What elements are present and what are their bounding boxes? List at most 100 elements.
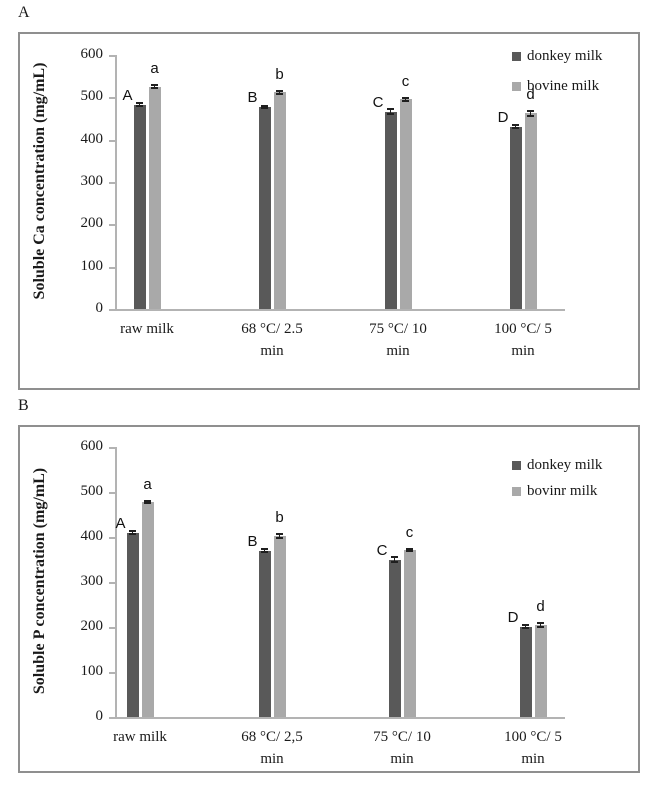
error-bar-cap bbox=[144, 499, 151, 502]
error-bar-cap bbox=[276, 89, 283, 92]
error-bar-cap bbox=[512, 124, 519, 127]
error-bar-cap bbox=[537, 626, 544, 628]
y-axis-title: Soluble P concentration (mg/mL) bbox=[31, 467, 48, 695]
y-tick-mark bbox=[109, 672, 115, 674]
y-tick-label: 0 bbox=[95, 300, 104, 316]
y-tick-label: 600 bbox=[80, 438, 104, 454]
y-tick-mark bbox=[109, 182, 115, 184]
error-bar-cap bbox=[261, 548, 268, 551]
error-bar-cap bbox=[527, 110, 534, 113]
bar-donkey-milk-2 bbox=[258, 550, 271, 717]
x-category-label: 75 °C/ 10 min bbox=[369, 321, 427, 359]
legend-swatch bbox=[512, 52, 521, 61]
letter-annotation: A bbox=[115, 514, 126, 532]
letter-annotation: b bbox=[275, 509, 284, 527]
error-bar-cap bbox=[387, 113, 394, 116]
y-axis-title: Soluble Ca concentration (mg/mL) bbox=[31, 62, 48, 300]
y-tick-mark bbox=[109, 97, 115, 100]
bar-bovine-milk-2 bbox=[273, 92, 286, 309]
error-bar bbox=[279, 534, 280, 538]
error-bar-cap bbox=[151, 84, 158, 87]
y-tick-mark bbox=[109, 627, 115, 629]
error-bar-cap bbox=[276, 533, 283, 536]
bar-bovinr-milk-4 bbox=[534, 625, 547, 717]
error-bar-cap bbox=[129, 529, 136, 532]
letter-annotation: B bbox=[247, 532, 258, 550]
bar-donkey-milk-1 bbox=[133, 104, 146, 309]
error-bar-cap bbox=[522, 624, 529, 627]
y-tick-mark bbox=[109, 55, 115, 57]
y-tick-mark bbox=[109, 492, 115, 494]
legend-swatch bbox=[512, 487, 521, 496]
error-bar-cap bbox=[261, 104, 268, 107]
error-bar-cap bbox=[527, 114, 534, 117]
letter-annotation: c bbox=[405, 523, 414, 541]
letter-annotation: D bbox=[497, 108, 509, 126]
error-bar bbox=[147, 500, 148, 504]
legend-label: bovinr milk bbox=[527, 483, 598, 499]
y-tick-mark bbox=[109, 266, 115, 269]
error-bar-cap bbox=[136, 104, 143, 107]
letter-annotation: C bbox=[376, 541, 388, 559]
letter-annotation: D bbox=[507, 608, 519, 626]
bar-donkey-milk-3 bbox=[388, 559, 401, 717]
legend-item: bovinr milk bbox=[512, 483, 597, 500]
error-bar-cap bbox=[406, 547, 413, 550]
error-bar-cap bbox=[512, 126, 519, 129]
error-bar bbox=[540, 623, 541, 627]
error-bar-cap bbox=[402, 99, 409, 102]
error-bar-cap bbox=[261, 550, 268, 553]
x-category-label: 100 °C/ 5 min bbox=[494, 321, 552, 359]
bar-bovinr-milk-3 bbox=[403, 550, 416, 717]
error-bar bbox=[390, 109, 391, 115]
bar-donkey-milk-4 bbox=[519, 626, 532, 717]
x-category-label: raw milk bbox=[120, 321, 174, 337]
y-tick-mark bbox=[109, 309, 115, 311]
letter-annotation: d bbox=[536, 598, 545, 616]
y-tick-label: 200 bbox=[80, 618, 104, 634]
error-bar-cap bbox=[537, 622, 544, 625]
panel-a-label: A bbox=[18, 4, 30, 21]
x-category-label: raw milk bbox=[113, 729, 167, 745]
error-bar bbox=[139, 103, 140, 106]
error-bar bbox=[264, 549, 265, 552]
error-bar bbox=[264, 105, 265, 109]
x-category-label: 75 °C/ 10 min bbox=[373, 729, 431, 767]
y-axis-line bbox=[115, 55, 117, 311]
error-bar-cap bbox=[261, 107, 268, 110]
letter-annotation: d bbox=[526, 86, 535, 104]
y-tick-mark bbox=[109, 582, 115, 584]
error-bar-cap bbox=[391, 560, 398, 563]
error-bar bbox=[525, 625, 526, 628]
bar-donkey-milk-4 bbox=[509, 126, 522, 309]
error-bar bbox=[394, 557, 395, 562]
legend-label: donkey milk bbox=[527, 457, 603, 473]
x-axis-line bbox=[115, 309, 565, 311]
error-bar-cap bbox=[151, 87, 158, 90]
panel-b-label: B bbox=[18, 397, 29, 414]
legend-swatch bbox=[512, 82, 521, 91]
error-bar-cap bbox=[136, 102, 143, 105]
y-tick-label: 300 bbox=[80, 573, 104, 589]
error-bar-cap bbox=[391, 556, 398, 559]
letter-annotation: C bbox=[372, 93, 384, 111]
legend-item: bovine milk bbox=[512, 78, 599, 95]
x-category-label: 100 °C/ 5 min bbox=[504, 729, 562, 767]
x-axis-line bbox=[115, 717, 565, 719]
letter-annotation: b bbox=[275, 65, 284, 83]
legend-swatch bbox=[512, 461, 521, 470]
y-axis-line bbox=[115, 447, 117, 719]
y-tick-label: 0 bbox=[95, 708, 104, 724]
error-bar bbox=[409, 548, 410, 552]
legend-item: donkey milk bbox=[512, 48, 602, 65]
bar-donkey-milk-3 bbox=[384, 111, 397, 309]
legend-label: donkey milk bbox=[527, 48, 603, 64]
error-bar bbox=[405, 98, 406, 101]
x-category-label: 68 °C/ 2,5 min bbox=[241, 729, 303, 767]
y-tick-label: 100 bbox=[80, 663, 104, 679]
letter-annotation: a bbox=[150, 60, 159, 78]
error-bar bbox=[132, 530, 133, 535]
letter-annotation: B bbox=[247, 89, 258, 107]
legend-item: donkey milk bbox=[512, 457, 602, 474]
panel-a-chart: Soluble Ca concentration (mg/mL) 0 100 200 3… bbox=[18, 32, 640, 390]
